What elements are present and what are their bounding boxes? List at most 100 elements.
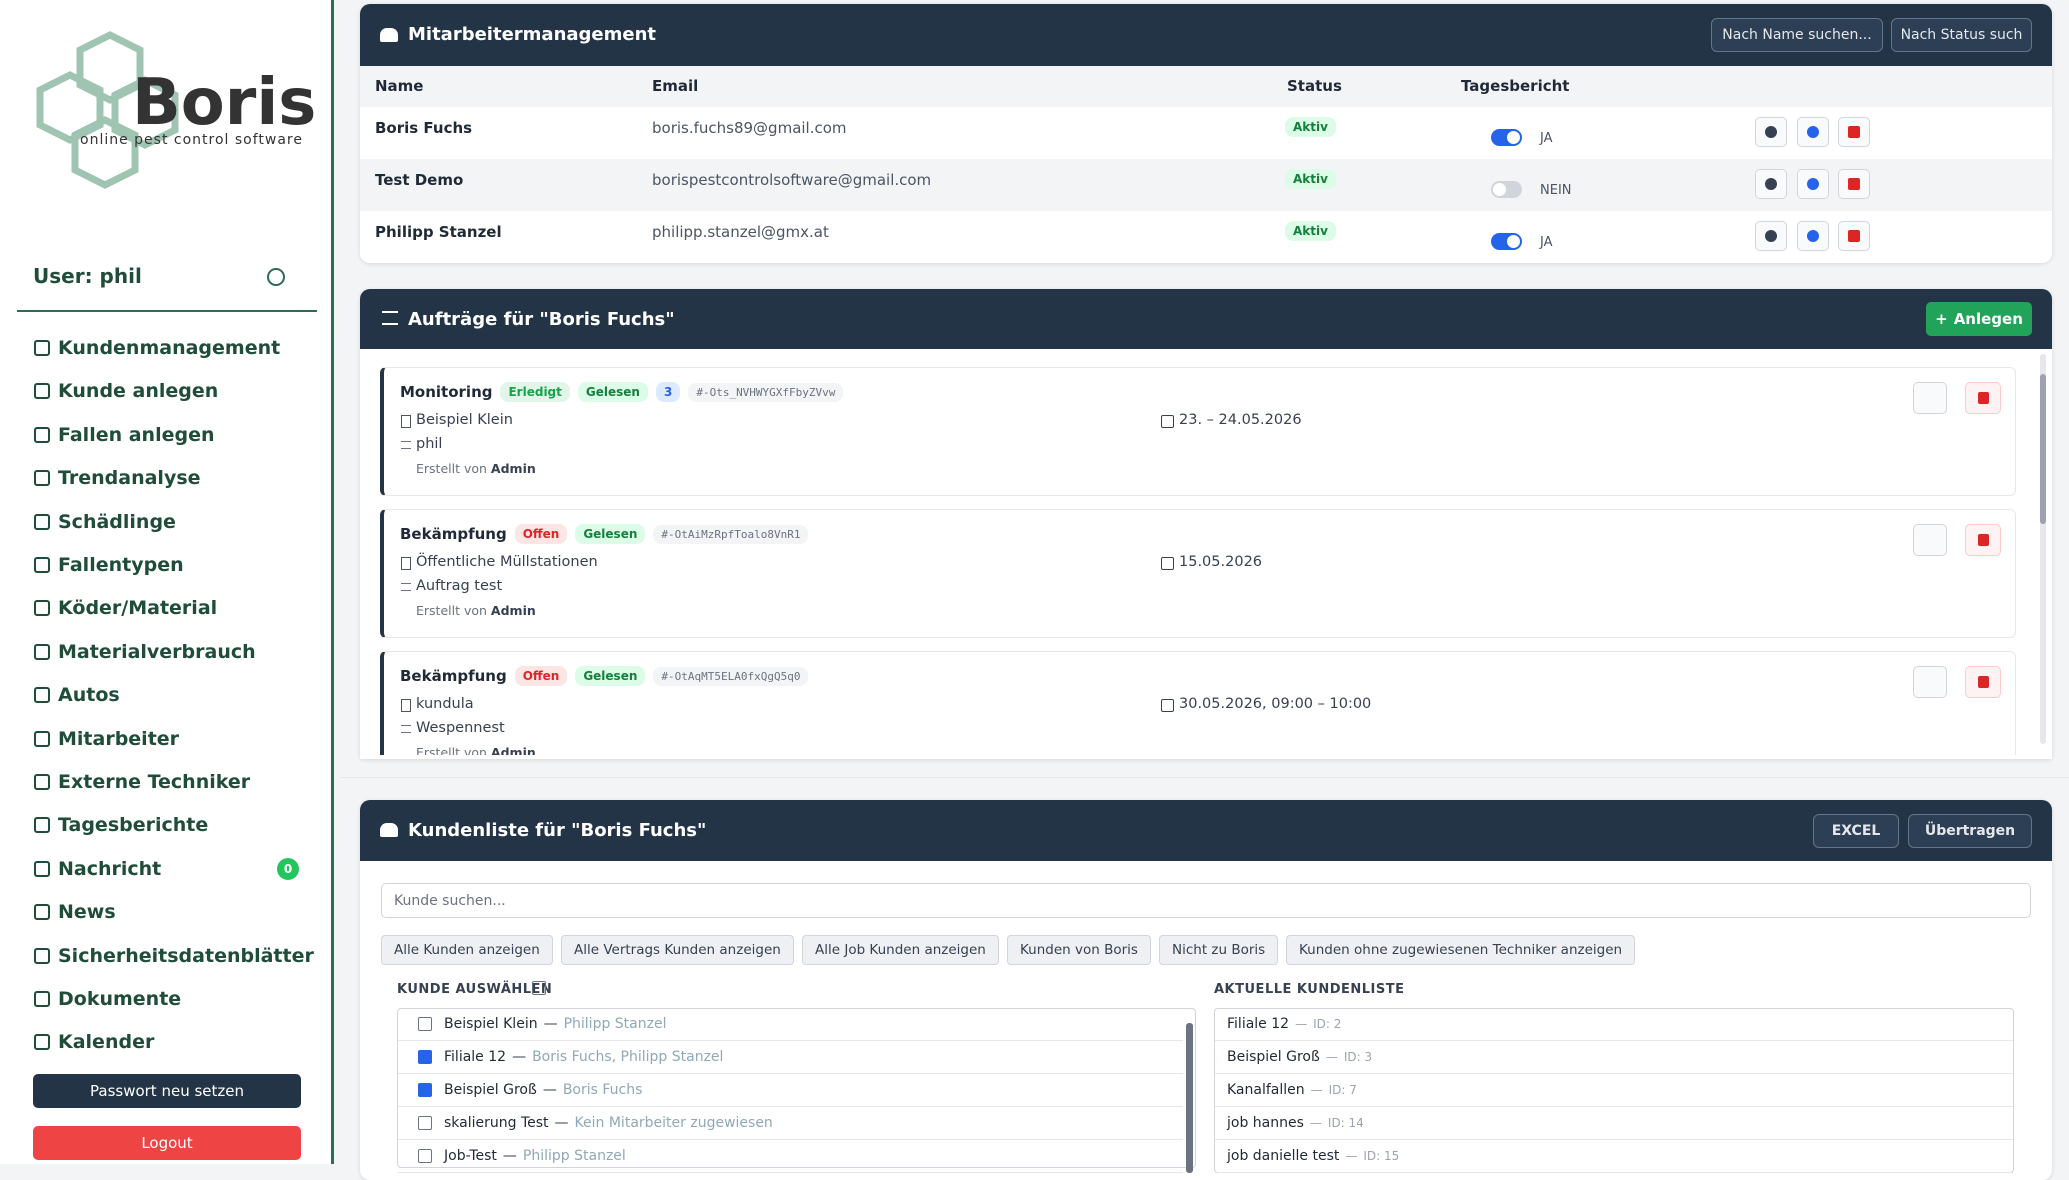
- filter-button[interactable]: Alle Job Kunden anzeigen: [802, 935, 999, 965]
- delete-button[interactable]: [1965, 382, 2001, 414]
- dash: —: [543, 1016, 558, 1032]
- settings-icon[interactable]: [267, 268, 285, 286]
- menu-icon: [34, 600, 50, 617]
- menu-item[interactable]: Trendanalyse: [34, 463, 201, 493]
- customer-option[interactable]: Beispiel Klein — Philipp Stanzel: [398, 1008, 1183, 1041]
- menu-item[interactable]: Mitarbeiter: [34, 724, 179, 754]
- customer-name: Filiale 12: [444, 1049, 507, 1065]
- checkbox[interactable]: [418, 1017, 432, 1031]
- order-card[interactable]: Bekämpfung Offen Gelesen #-OtAiMzRpfToalo8V…: [380, 509, 2016, 638]
- settings-button[interactable]: [1755, 221, 1787, 251]
- settings-button[interactable]: [1755, 117, 1787, 147]
- menu-item[interactable]: Materialverbrauch: [34, 637, 256, 667]
- delete-button[interactable]: [1838, 221, 1870, 251]
- menu-item[interactable]: Dokumente: [34, 984, 181, 1014]
- orders-list: Monitoring Erledigt Gelesen 3 #-Ots_NVHWYGXf…: [380, 367, 2016, 755]
- menu-item[interactable]: Autos: [34, 680, 120, 710]
- order-description: Auftrag test: [416, 578, 503, 594]
- checkbox[interactable]: [418, 1149, 432, 1163]
- search-status[interactable]: Nach Status such: [1891, 18, 2032, 52]
- user-label: User: phil: [33, 264, 142, 288]
- select-all-checkbox[interactable]: [532, 981, 546, 995]
- dash: —: [1295, 1017, 1308, 1031]
- customer-id: ID: 14: [1327, 1116, 1364, 1130]
- toggle[interactable]: [1491, 233, 1522, 250]
- order-status: Offen: [514, 666, 568, 686]
- menu-item[interactable]: Kunde anlegen: [34, 376, 218, 406]
- dash: —: [542, 1082, 557, 1098]
- description-icon: [401, 441, 411, 449]
- menu-item[interactable]: Schädlinge: [34, 507, 176, 537]
- delete-button[interactable]: [1838, 117, 1870, 147]
- search-name[interactable]: Nach Name suchen...: [1711, 18, 1883, 52]
- transfer-button[interactable]: Übertragen: [1908, 814, 2032, 848]
- create-button[interactable]: + Anlegen: [1926, 302, 2032, 336]
- menu-item[interactable]: Fallentypen: [34, 550, 184, 580]
- delete-button[interactable]: [1838, 169, 1870, 199]
- customer-option[interactable]: skalierung Test — Kein Mitarbeiter zugewie…: [398, 1107, 1183, 1140]
- scrollbar: [1186, 1023, 1193, 1173]
- menu-item[interactable]: News: [34, 897, 116, 927]
- current-customer: Beispiel Groß — ID: 3: [1215, 1041, 2013, 1074]
- checkbox[interactable]: [418, 1050, 432, 1064]
- info-button[interactable]: [1797, 117, 1829, 147]
- employee-email: philipp.stanzel@gmx.at: [652, 223, 829, 241]
- panel-title: Kundenliste für "Boris Fuchs": [408, 820, 707, 841]
- info-button[interactable]: [1797, 169, 1829, 199]
- checkbox[interactable]: [418, 1083, 432, 1097]
- customer-option[interactable]: Beispiel Groß — Boris Fuchs: [398, 1074, 1183, 1107]
- menu-item[interactable]: Externe Techniker: [34, 767, 250, 797]
- filter-button[interactable]: Nicht zu Boris: [1159, 935, 1279, 965]
- customer-search[interactable]: Kunde suchen...: [381, 883, 2031, 918]
- menu-item[interactable]: Sicherheitsdatenblätter: [34, 941, 314, 971]
- settings-button[interactable]: [1755, 169, 1787, 199]
- logout-button[interactable]: Logout: [33, 1126, 301, 1160]
- order-date: 23. – 24.05.2026: [1179, 412, 1302, 428]
- customer-name: Filiale 12: [1227, 1016, 1290, 1032]
- filter-button[interactable]: Kunden von Boris: [1007, 935, 1151, 965]
- order-created: Erstellt von Admin: [416, 603, 536, 618]
- report-label: NEIN: [1540, 183, 1572, 198]
- status-badge: Aktiv: [1285, 169, 1336, 189]
- delete-button[interactable]: [1965, 666, 2001, 698]
- menu-label: Externe Techniker: [58, 771, 251, 793]
- menu-item[interactable]: Nachricht 0: [34, 854, 299, 884]
- panel-title: Mitarbeitermanagement: [408, 24, 657, 45]
- excel-button[interactable]: EXCEL: [1813, 814, 1899, 848]
- order-status: Erledigt: [500, 382, 570, 402]
- info-button[interactable]: [1797, 221, 1829, 251]
- edit-button[interactable]: [1913, 382, 1947, 414]
- order-type: Bekämpfung: [400, 525, 507, 543]
- filter-button[interactable]: Alle Vertrags Kunden anzeigen: [561, 935, 794, 965]
- menu-label: Kalender: [58, 1031, 155, 1054]
- order-card[interactable]: Bekämpfung Offen Gelesen #-OtAqMT5ELA0fxQgQ…: [380, 651, 2016, 755]
- icon: [1765, 230, 1777, 242]
- order-card[interactable]: Monitoring Erledigt Gelesen 3 #-Ots_NVHWYGXf…: [380, 367, 2016, 496]
- filter-button[interactable]: Alle Kunden anzeigen: [381, 935, 553, 965]
- toggle[interactable]: [1491, 129, 1522, 146]
- menu-item[interactable]: Kalender: [34, 1027, 154, 1057]
- customer-option[interactable]: Job-Test — Philipp Stanzel: [398, 1140, 1183, 1173]
- icon: [1848, 230, 1860, 242]
- edit-button[interactable]: [1913, 666, 1947, 698]
- menu-item[interactable]: Kundenmanagement: [34, 333, 280, 363]
- checkbox[interactable]: [418, 1116, 432, 1130]
- delete-button[interactable]: [1965, 524, 2001, 556]
- dash: —: [1345, 1149, 1358, 1163]
- menu-item[interactable]: Fallen anlegen: [34, 420, 215, 450]
- menu-item[interactable]: Köder/Material: [34, 593, 217, 623]
- read-badge: Gelesen: [577, 382, 648, 402]
- filter-button[interactable]: Kunden ohne zugewiesenen Techniker anzei…: [1286, 935, 1636, 965]
- menu-item[interactable]: Tagesberichte: [34, 810, 208, 840]
- report-label: JA: [1540, 131, 1553, 146]
- menu-label: Nachricht: [58, 857, 162, 880]
- edit-button[interactable]: [1913, 524, 1947, 556]
- current-label: AKTUELLE KUNDENLISTE: [1214, 982, 1405, 997]
- password-button[interactable]: Passwort neu setzen: [33, 1074, 301, 1108]
- table-header: [360, 66, 2052, 107]
- customer-name: Beispiel Groß: [1227, 1049, 1320, 1065]
- toggle[interactable]: [1491, 181, 1522, 198]
- customer-name: Kanalfallen: [1227, 1082, 1305, 1098]
- customer-option[interactable]: Filiale 12 — Boris Fuchs, Philipp Stanzel: [398, 1041, 1183, 1074]
